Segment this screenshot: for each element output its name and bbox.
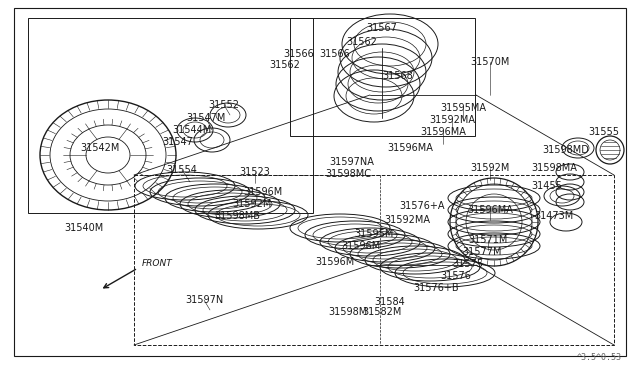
Text: 31592MA: 31592MA	[384, 215, 430, 225]
Text: 31562: 31562	[269, 60, 300, 70]
Text: 31595MA: 31595MA	[440, 103, 486, 113]
Text: 31584: 31584	[374, 297, 405, 307]
Text: 31566: 31566	[319, 49, 350, 59]
Bar	[290, 18, 475, 136]
Text: 31570M: 31570M	[470, 57, 509, 67]
Text: 31595M: 31595M	[355, 229, 394, 239]
Text: 31540M: 31540M	[65, 223, 104, 233]
Text: 31592M: 31592M	[232, 199, 272, 209]
Text: 31571M: 31571M	[468, 235, 508, 245]
Text: FRONT: FRONT	[142, 260, 173, 269]
Text: 31576+A: 31576+A	[399, 201, 445, 211]
Text: 31598MB: 31598MB	[214, 211, 260, 221]
Text: 31568: 31568	[383, 71, 413, 81]
Text: 31592MA: 31592MA	[429, 115, 475, 125]
Text: 31542M: 31542M	[80, 143, 120, 153]
Text: 31567: 31567	[367, 23, 397, 33]
Text: 31575: 31575	[452, 259, 483, 269]
Text: 31598MA: 31598MA	[531, 163, 577, 173]
Text: 31455: 31455	[532, 181, 563, 191]
Text: 31597N: 31597N	[185, 295, 223, 305]
Text: 31576+B: 31576+B	[413, 283, 459, 293]
Text: 31596M: 31596M	[316, 257, 355, 267]
Text: 31566: 31566	[284, 49, 314, 59]
Text: 31473M: 31473M	[534, 211, 573, 221]
Text: 31598MC: 31598MC	[325, 169, 371, 179]
Text: 31597NA: 31597NA	[330, 157, 374, 167]
Text: 31596MA: 31596MA	[387, 143, 433, 153]
Bar	[134, 175, 614, 345]
Text: 31552: 31552	[209, 100, 239, 110]
Text: 31576: 31576	[440, 271, 472, 281]
Text: 31554: 31554	[166, 165, 197, 175]
Text: 31596M: 31596M	[243, 187, 283, 197]
Text: 31582M: 31582M	[362, 307, 402, 317]
Text: 31547M: 31547M	[186, 113, 226, 123]
Text: 31547: 31547	[163, 137, 193, 147]
Text: 31598M: 31598M	[328, 307, 367, 317]
Text: 31523: 31523	[239, 167, 271, 177]
Text: 31562: 31562	[347, 37, 378, 47]
Text: 31555: 31555	[589, 127, 620, 137]
Text: 31596MA: 31596MA	[420, 127, 466, 137]
Text: 31596M: 31596M	[341, 241, 381, 251]
Bar	[28, 18, 313, 213]
Text: 31598MD: 31598MD	[543, 145, 589, 155]
Text: ^3.5^0.53: ^3.5^0.53	[577, 353, 622, 362]
Text: 31592M: 31592M	[470, 163, 509, 173]
Text: 31577M: 31577M	[462, 247, 502, 257]
Text: 31544M: 31544M	[172, 125, 212, 135]
Text: 31596MA: 31596MA	[467, 205, 513, 215]
